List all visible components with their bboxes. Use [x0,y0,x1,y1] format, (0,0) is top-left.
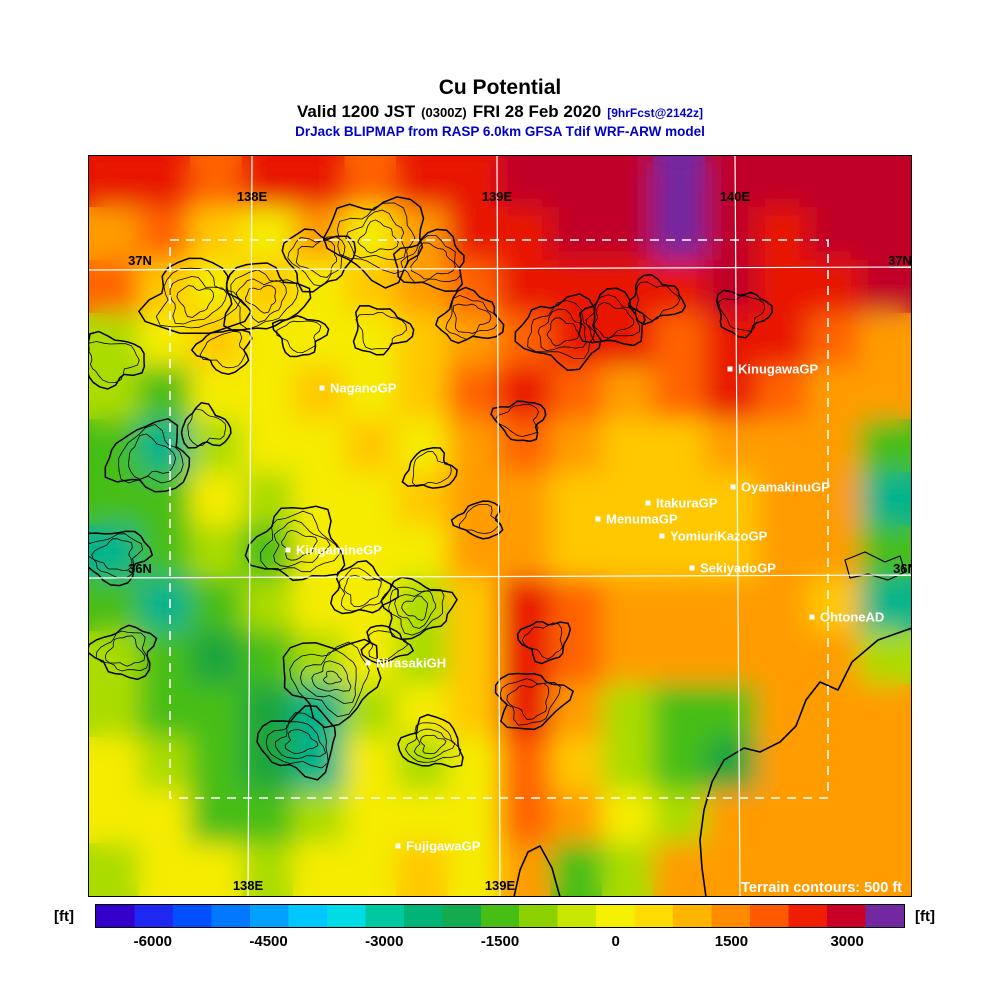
site-label-FujigawaGP: FujigawaGP [406,839,481,854]
site-label-SekiyadoGP: SekiyadoGP [700,561,776,576]
site-label-YomiuriKazoGP: YomiuriKazoGP [670,529,768,544]
grid-label: 36N [128,561,152,576]
site-marker-ItakuraGP [645,500,651,506]
site-label-OhtoneAD: OhtoneAD [820,610,884,625]
valid-line: Valid 1200 JST (0300Z) FRI 28 Feb 2020 [9hr… [0,102,1000,122]
site-marker-KinugawaGP [727,366,733,372]
site-marker-OhtoneAD [809,614,815,620]
grid-label: 139E [485,878,516,893]
site-marker-OyamakinuGP [730,484,736,490]
forecast-tag: [9hrFcst@2142z] [607,106,703,120]
site-label-KirigamineGP: KirigamineGP [296,543,382,558]
terrain-note: Terrain contours: 500 ft [741,880,902,896]
site-label-MenumaGP: MenumaGP [606,512,678,527]
site-marker-NirasakiGH [365,660,371,666]
valid-date: FRI 28 Feb 2020 [472,102,602,121]
site-label-OyamakinuGP: OyamakinuGP [741,480,830,495]
grid-labels: 138E 139E 140E 138E 139E 37N 37N 36N 36N [128,189,912,893]
site-label-NirasakiGH: NirasakiGH [376,656,446,671]
site-marker-FujigawaGP [395,843,401,849]
page-title: Cu Potential [438,76,562,99]
colorbar-tick: -6000 [133,933,173,950]
site-markers: NaganoGP KinugawaGP OyamakinuGP ItakuraGPMe… [285,362,884,854]
colorbar-tick: 0 [611,933,620,950]
valid-zulu: (0300Z) [421,105,467,120]
grid-label: 140E [720,189,751,204]
grid-label: 138E [233,878,264,893]
grid-label: 36N [893,561,912,576]
latlon-grid [88,155,912,897]
site-label-NaganoGP: NaganoGP [330,381,397,396]
colorbar-unit-left: [ft] [54,908,74,925]
inner-domain-box [169,239,829,799]
site-marker-SekiyadoGP [689,565,695,571]
colorbar-tick: -1500 [480,933,520,950]
site-marker-MenumaGP [595,516,601,522]
colorbar-tick: 3000 [830,933,864,950]
grid-label: 37N [128,253,152,268]
forecast-map: 138E 139E 140E 138E 139E 37N 37N 36N 36N NaganoGP… [88,155,912,897]
site-marker-YomiuriKazoGP [659,533,665,539]
site-marker-KirigamineGP [285,547,291,553]
forecast-map-svg: 138E 139E 140E 138E 139E 37N 37N 36N 36N NaganoGP… [88,155,912,897]
site-marker-NaganoGP [319,385,325,391]
site-label-ItakuraGP: ItakuraGP [656,496,718,511]
coastline [513,551,912,897]
model-line: DrJack BLIPMAP from RASP 6.0km GFSA Tdif… [295,124,705,139]
site-label-KinugawaGP: KinugawaGP [738,362,819,377]
map-border [88,155,912,897]
colorbar-gradient [95,904,905,928]
terrain-contours [88,196,774,781]
valid-time: Valid 1200 JST [297,102,416,121]
grid-label: 138E [237,189,268,204]
colorbar-unit-right: [ft] [915,908,935,925]
colorbar-ticks: -6000 -4500 -3000 -1500 0 1500 3000 [95,933,905,953]
colorbar-tick: -4500 [249,933,288,950]
colorbar-tick: 1500 [714,933,749,950]
grid-label: 139E [482,189,513,204]
grid-label: 37N [888,253,912,268]
colorbar-tick: -3000 [365,933,404,950]
